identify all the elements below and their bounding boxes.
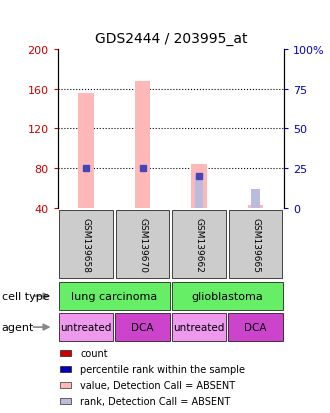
- Bar: [60, 398, 71, 404]
- Bar: [60, 350, 71, 356]
- Bar: [248, 206, 263, 209]
- Bar: [59, 211, 113, 279]
- Bar: [195, 177, 203, 209]
- Bar: [60, 366, 71, 372]
- Bar: [59, 282, 170, 311]
- Bar: [172, 313, 226, 342]
- Bar: [59, 313, 113, 342]
- Bar: [228, 313, 283, 342]
- Text: count: count: [80, 348, 108, 358]
- Text: GSM139658: GSM139658: [82, 217, 90, 272]
- Text: percentile rank within the sample: percentile rank within the sample: [80, 364, 245, 374]
- Bar: [60, 382, 71, 388]
- Bar: [116, 211, 169, 279]
- Bar: [172, 282, 283, 311]
- Bar: [78, 93, 94, 209]
- Bar: [135, 81, 150, 209]
- Text: untreated: untreated: [173, 322, 225, 332]
- Text: GSM139665: GSM139665: [251, 217, 260, 272]
- Bar: [229, 211, 282, 279]
- Text: rank, Detection Call = ABSENT: rank, Detection Call = ABSENT: [80, 396, 231, 406]
- Bar: [191, 165, 207, 209]
- Bar: [251, 190, 260, 209]
- Text: agent: agent: [2, 322, 34, 332]
- Bar: [115, 313, 170, 342]
- Text: GSM139670: GSM139670: [138, 217, 147, 272]
- Title: GDS2444 / 203995_at: GDS2444 / 203995_at: [94, 32, 247, 46]
- Text: GSM139662: GSM139662: [194, 217, 204, 272]
- Text: DCA: DCA: [131, 322, 154, 332]
- Text: cell type: cell type: [2, 291, 49, 301]
- Text: untreated: untreated: [60, 322, 112, 332]
- Text: DCA: DCA: [244, 322, 267, 332]
- Text: lung carcinoma: lung carcinoma: [71, 291, 157, 301]
- Text: glioblastoma: glioblastoma: [191, 291, 263, 301]
- Bar: [173, 211, 226, 279]
- Text: value, Detection Call = ABSENT: value, Detection Call = ABSENT: [80, 380, 236, 390]
